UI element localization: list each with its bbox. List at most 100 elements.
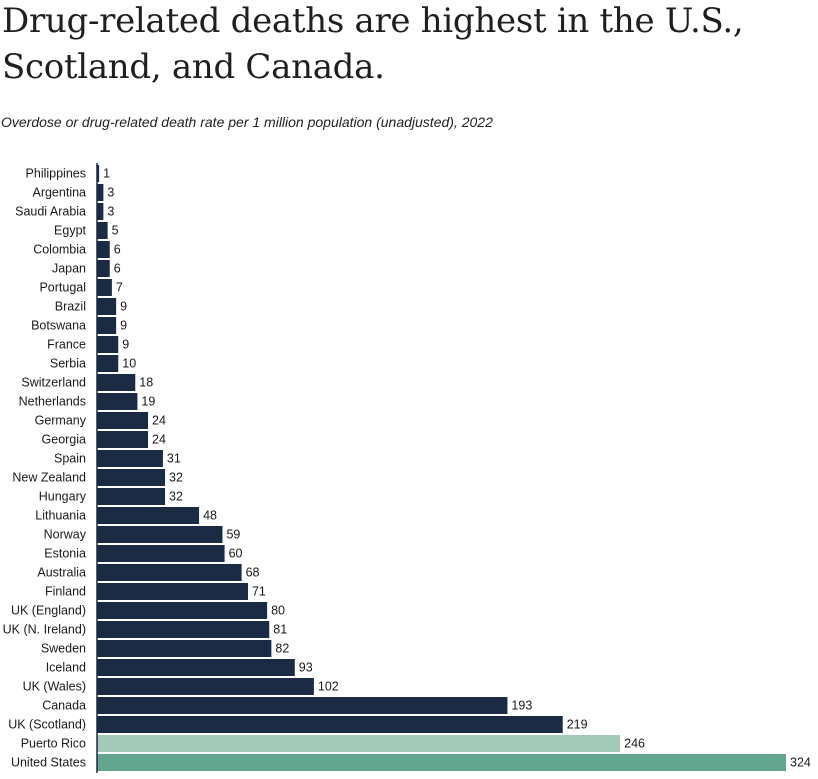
bar <box>97 507 200 524</box>
value-label: 68 <box>246 566 260 580</box>
category-label: Spain <box>54 452 86 466</box>
value-label: 102 <box>318 680 339 694</box>
value-label: 219 <box>567 718 588 732</box>
bar <box>97 393 138 410</box>
value-label: 32 <box>169 490 183 504</box>
value-label: 48 <box>203 509 217 523</box>
category-label: UK (N. Ireland) <box>3 623 86 637</box>
category-label: Norway <box>44 528 87 542</box>
category-label: Portugal <box>39 281 86 295</box>
bar <box>97 545 225 562</box>
bar <box>97 697 508 714</box>
bar <box>97 602 268 619</box>
category-label: New Zealand <box>12 471 86 485</box>
bar <box>97 260 110 277</box>
bar <box>97 469 166 486</box>
category-label: UK (England) <box>11 604 86 618</box>
bars-group: Philippines 1 Argentina 3 Saudi Arabia 3 Egypt… <box>3 165 811 771</box>
category-label: UK (Wales) <box>23 680 86 694</box>
bar <box>97 355 119 372</box>
category-label: Brazil <box>55 300 86 314</box>
value-label: 93 <box>299 661 313 675</box>
bar <box>97 336 119 353</box>
bar <box>97 564 242 581</box>
chart-subtitle: Overdose or drug-related death rate per … <box>1 114 493 130</box>
bar <box>97 165 100 182</box>
value-label: 24 <box>152 433 166 447</box>
value-label: 82 <box>275 642 289 656</box>
bar <box>97 488 166 505</box>
value-label: 9 <box>120 319 127 333</box>
bar <box>97 241 110 258</box>
value-label: 193 <box>511 699 532 713</box>
bar <box>97 203 104 220</box>
value-label: 80 <box>271 604 285 618</box>
bar <box>97 526 223 543</box>
bar <box>97 621 270 638</box>
bar <box>97 583 248 600</box>
value-label: 71 <box>252 585 266 599</box>
value-label: 32 <box>169 471 183 485</box>
category-label: Argentina <box>32 186 86 200</box>
value-label: 81 <box>273 623 287 637</box>
category-label: Switzerland <box>21 376 86 390</box>
bar <box>97 678 314 695</box>
bar <box>97 317 117 334</box>
value-label: 9 <box>120 300 127 314</box>
category-label: Saudi Arabia <box>15 205 86 219</box>
category-label: Germany <box>35 414 87 428</box>
category-label: Finland <box>45 585 86 599</box>
bar <box>97 659 295 676</box>
chart-title: Drug-related deaths are highest in the U… <box>2 1 744 87</box>
value-label: 9 <box>122 338 129 352</box>
bar <box>97 735 621 752</box>
value-label: 18 <box>139 376 153 390</box>
value-label: 24 <box>152 414 166 428</box>
bar <box>97 184 104 201</box>
bar <box>97 279 112 296</box>
value-label: 7 <box>116 281 123 295</box>
category-label: Philippines <box>26 167 86 181</box>
category-label: France <box>47 338 86 352</box>
category-label: Estonia <box>44 547 86 561</box>
category-label: Serbia <box>50 357 86 371</box>
bar <box>97 374 136 391</box>
value-label: 3 <box>107 186 114 200</box>
bar-chart: Philippines 1 Argentina 3 Saudi Arabia 3 Egypt… <box>3 163 811 773</box>
value-label: 324 <box>790 756 811 770</box>
category-label: Puerto Rico <box>21 737 86 751</box>
value-label: 31 <box>167 452 181 466</box>
category-label: United States <box>11 756 86 770</box>
bar <box>97 450 163 467</box>
value-label: 1 <box>103 167 110 181</box>
category-label: Colombia <box>33 243 86 257</box>
value-label: 60 <box>229 547 243 561</box>
category-label: Netherlands <box>19 395 86 409</box>
category-label: UK (Scotland) <box>8 718 86 732</box>
category-label: Lithuania <box>35 509 86 523</box>
bar <box>97 754 786 771</box>
value-label: 246 <box>624 737 645 751</box>
category-label: Sweden <box>41 642 86 656</box>
category-label: Botswana <box>31 319 86 333</box>
bar <box>97 640 272 657</box>
value-label: 19 <box>141 395 155 409</box>
category-label: Canada <box>42 699 86 713</box>
value-label: 5 <box>112 224 119 238</box>
value-label: 6 <box>114 262 121 276</box>
category-label: Hungary <box>39 490 87 504</box>
value-label: 59 <box>226 528 240 542</box>
bar <box>97 412 149 429</box>
category-label: Iceland <box>46 661 86 675</box>
bar <box>97 222 108 239</box>
category-label: Georgia <box>42 433 87 447</box>
value-label: 10 <box>122 357 136 371</box>
value-label: 6 <box>114 243 121 257</box>
category-label: Australia <box>37 566 86 580</box>
category-label: Japan <box>52 262 86 276</box>
bar <box>97 431 149 448</box>
bar <box>97 298 117 315</box>
value-label: 3 <box>107 205 114 219</box>
category-label: Egypt <box>54 224 86 238</box>
bar <box>97 716 563 733</box>
